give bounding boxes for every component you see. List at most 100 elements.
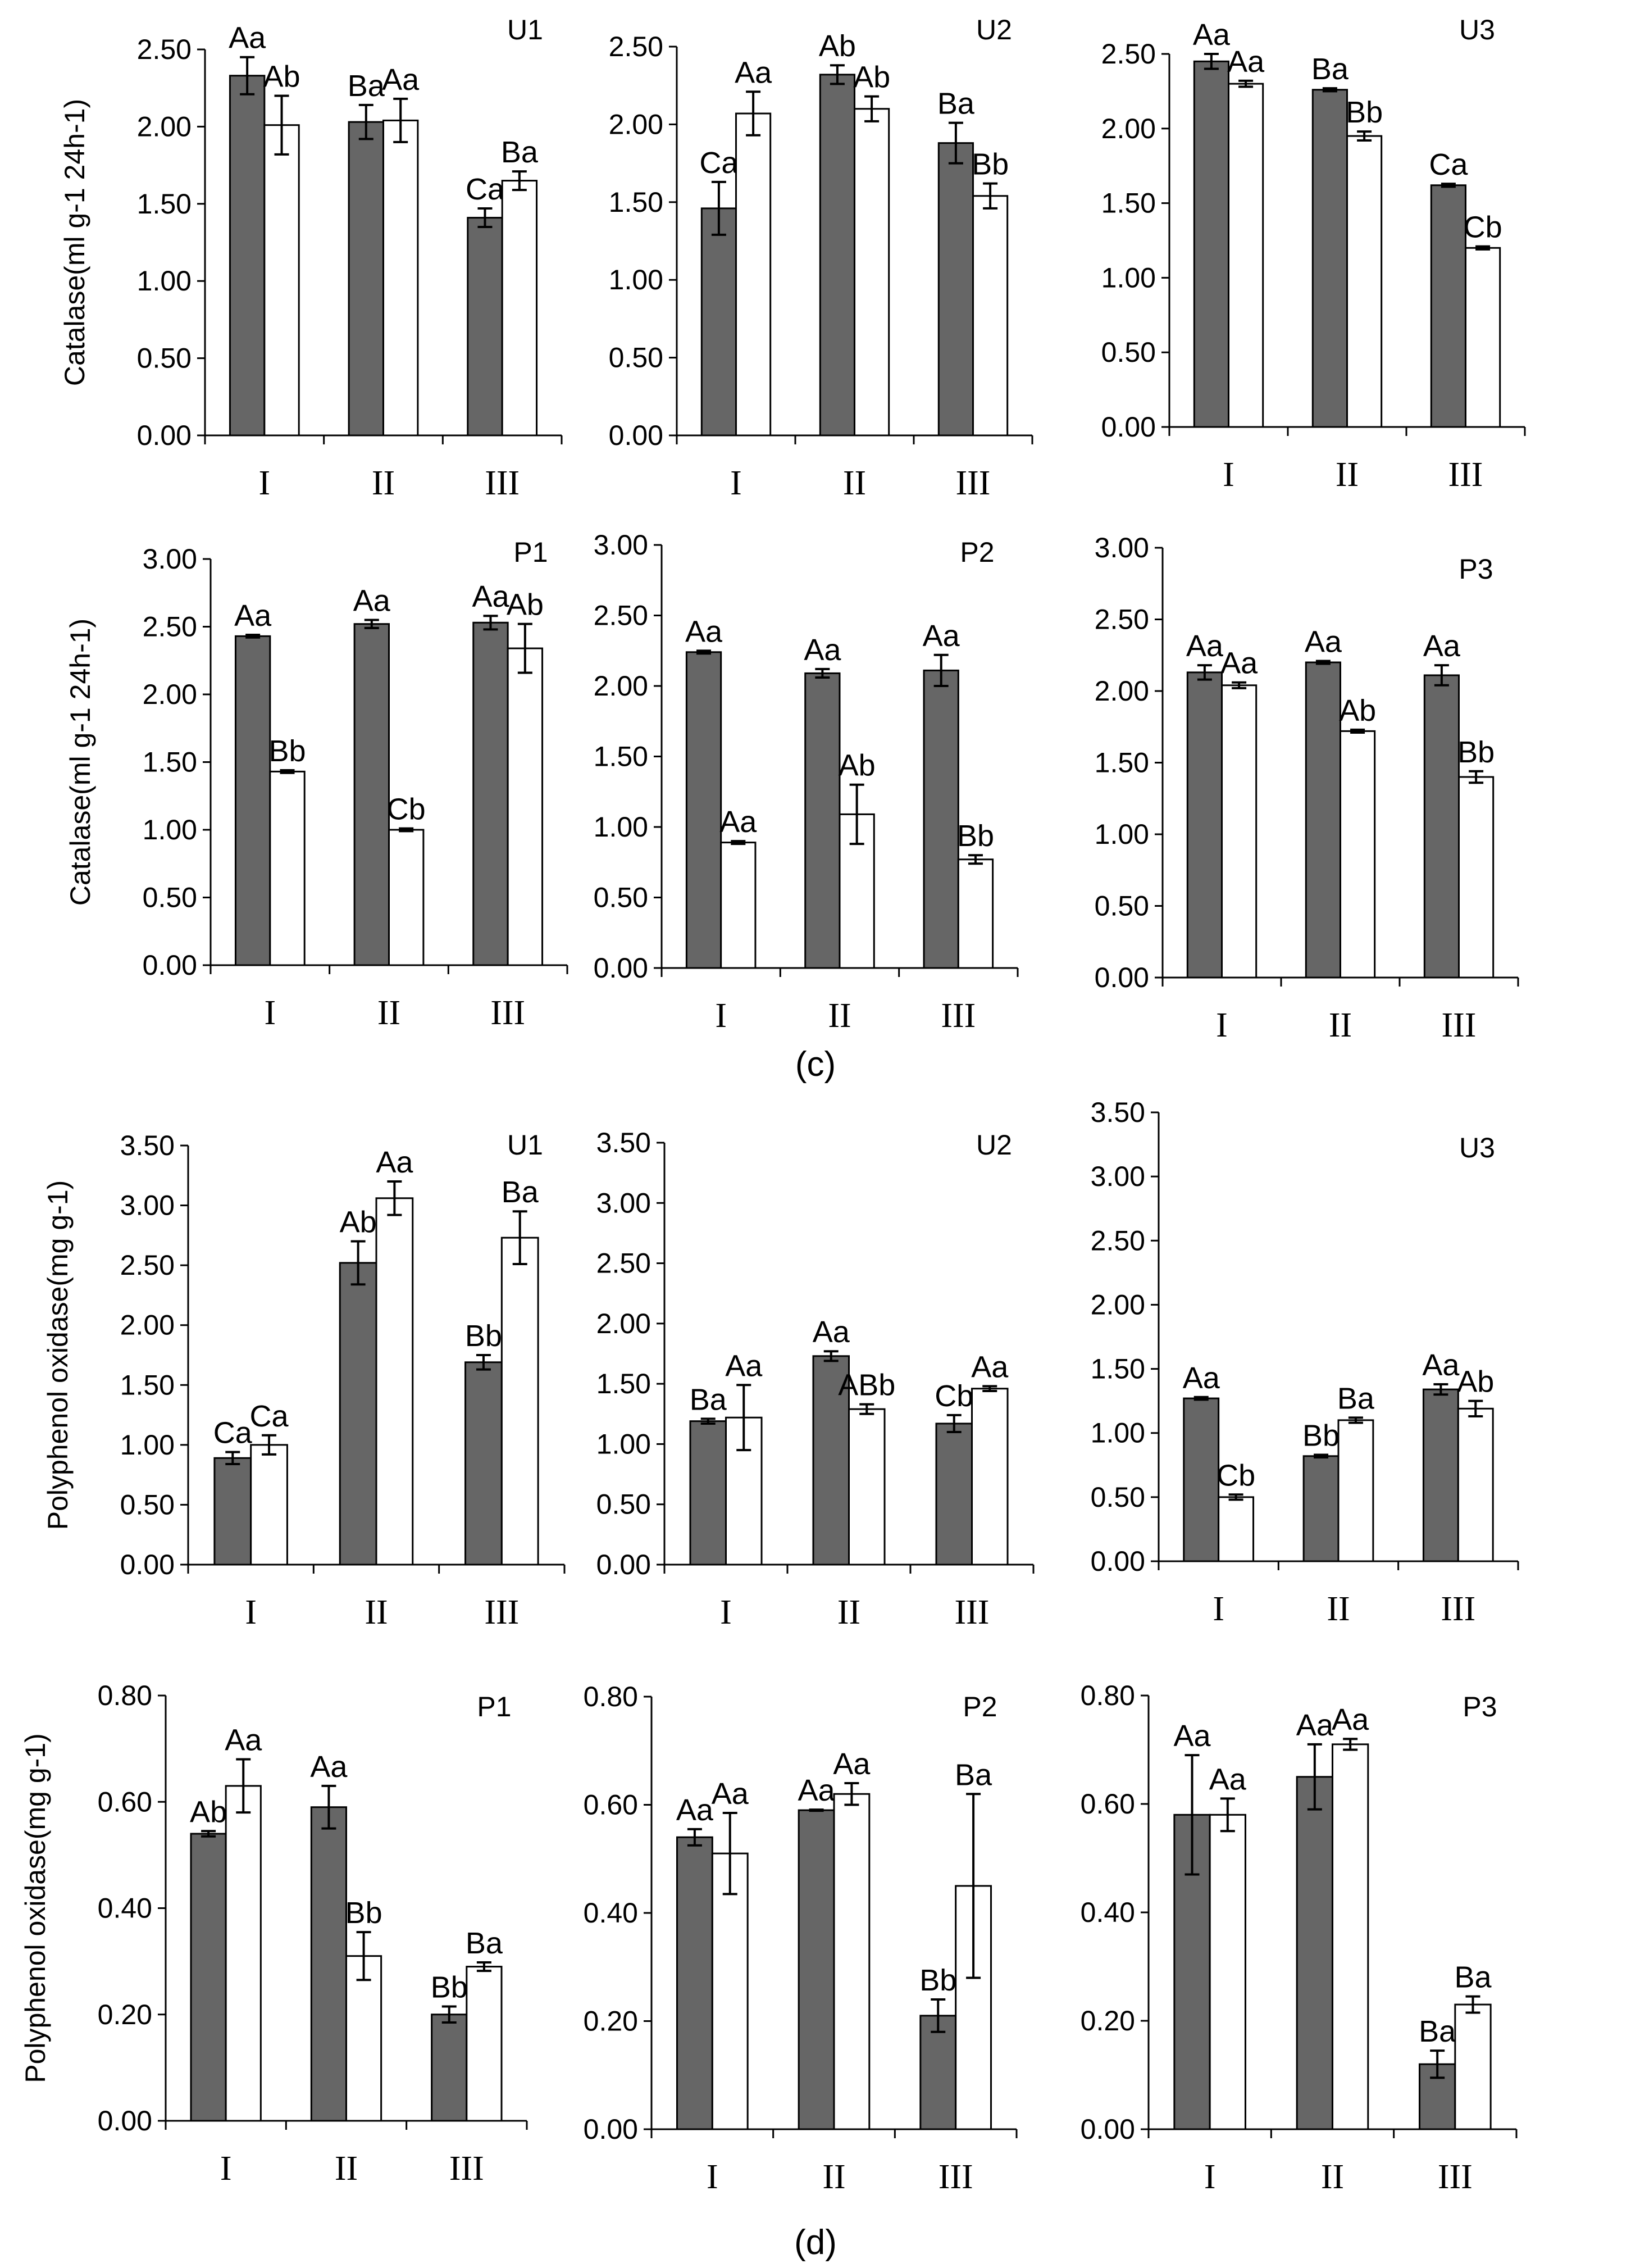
y-tick-label: 0.00 — [143, 949, 197, 981]
y-tick-label: 1.50 — [143, 747, 197, 778]
data-label: Ba — [955, 1758, 992, 1792]
x-category-label: III — [955, 1593, 990, 1631]
y-tick-label: 2.50 — [1091, 1225, 1145, 1256]
bar-shaded — [348, 121, 384, 437]
y-tick-label: 2.50 — [1095, 604, 1149, 635]
y-tick-label: 0.00 — [98, 2105, 152, 2137]
y-tick-label: 0.50 — [1091, 1481, 1145, 1513]
data-label: Aa — [376, 1146, 413, 1179]
y-tick-label: 0.40 — [1081, 1897, 1135, 1928]
data-label: Ca — [250, 1399, 289, 1433]
data-label: Bb — [1346, 96, 1383, 129]
bar-open — [1465, 247, 1501, 428]
data-label: Ba — [348, 69, 385, 103]
data-label: Ab — [263, 60, 300, 93]
bar-open — [375, 1197, 414, 1566]
y-tick-label: 2.00 — [594, 670, 648, 702]
y-tick-label: 0.00 — [596, 1549, 651, 1580]
x-category-label: I — [259, 464, 271, 502]
y-tick-label: 0.20 — [1081, 2005, 1135, 2037]
y-tick-label: 0.50 — [137, 343, 192, 374]
x-category-label: II — [843, 464, 866, 502]
chart-ppo-u3: 0.00 0.50 1.00 1.50 2.00 2.50 3.00 3.50 I Aa Cb II B… — [1091, 1097, 1519, 1628]
bar-open — [1221, 684, 1258, 979]
y-tick-label: 3.00 — [1091, 1161, 1145, 1192]
chart-cat-p2: 0.00 0.50 1.00 1.50 2.00 2.50 3.00 I Aa Aa II Aa Ab I… — [594, 529, 1019, 1035]
data-label: Ba — [466, 1926, 503, 1960]
y-tick-label: 2.50 — [609, 31, 663, 62]
x-category-label: I — [265, 994, 276, 1032]
data-label: Aa — [1422, 1348, 1460, 1382]
bar-open — [1340, 730, 1376, 979]
x-category-label: II — [1321, 2158, 1344, 2196]
data-label: Bb — [919, 1964, 956, 1997]
x-category-label: III — [485, 464, 520, 502]
data-label: Aa — [923, 619, 960, 653]
panel-title: P3 — [1459, 553, 1493, 585]
x-category-label: I — [715, 997, 727, 1035]
bar-shaded — [353, 623, 390, 966]
bar-shaded — [812, 1355, 850, 1566]
bar-shaded — [1302, 1455, 1340, 1562]
y-tick-label: 0.20 — [98, 1999, 152, 2030]
bar-open — [735, 112, 772, 437]
data-label: Aa — [382, 63, 420, 97]
bar-shaded — [467, 217, 503, 437]
data-label: Aa — [804, 633, 841, 667]
y-tick-label: 1.50 — [137, 188, 192, 220]
data-label: Aa — [676, 1793, 714, 1827]
bar-open — [848, 1408, 886, 1566]
data-label: Aa — [1423, 629, 1461, 663]
bar-open — [1458, 776, 1495, 979]
y-tick-label: 2.00 — [143, 679, 197, 710]
panel-title: U2 — [976, 14, 1012, 46]
data-label: Aa — [472, 580, 509, 613]
y-tick-label: 0.80 — [584, 1681, 638, 1712]
panel-title: U1 — [507, 1129, 543, 1161]
y-tick-label: 0.80 — [1081, 1680, 1135, 1711]
x-category-label: II — [822, 2158, 845, 2196]
section-label-c: (c) — [795, 1045, 836, 1084]
y-tick-label: 2.00 — [120, 1310, 175, 1341]
y-tick-label: 3.50 — [120, 1130, 175, 1161]
bar-shaded — [213, 1457, 252, 1566]
y-tick-label: 0.50 — [1101, 337, 1156, 368]
bar-open — [972, 195, 1009, 437]
data-label: Bb — [1302, 1419, 1340, 1453]
data-label: Aa — [971, 1350, 1009, 1384]
data-label: Ca — [213, 1416, 253, 1450]
data-label: Aa — [1173, 1719, 1211, 1753]
data-label: Bb — [345, 1896, 382, 1930]
data-label: Aa — [1220, 647, 1258, 680]
y-tick-label: 2.00 — [596, 1308, 651, 1339]
bar-open — [1228, 83, 1264, 428]
y-tick-label: 1.00 — [596, 1428, 651, 1460]
panel-title: U2 — [976, 1129, 1012, 1161]
bar-shaded — [339, 1262, 377, 1566]
bar-open — [382, 119, 419, 437]
x-category-label: III — [938, 2158, 973, 2196]
data-label: Aa — [234, 599, 272, 633]
bar-open — [1332, 1743, 1369, 2130]
bar-open — [263, 124, 300, 437]
bar-shaded — [234, 635, 271, 966]
x-category-label: II — [828, 997, 851, 1035]
x-category-label: III — [1448, 456, 1483, 494]
bar-open — [388, 829, 425, 966]
y-axis-label: Catalase(ml g-1 24h-1) — [59, 99, 90, 386]
bar-shaded — [1296, 1776, 1334, 2130]
bar-shaded — [798, 1809, 835, 2130]
data-label: Bb — [957, 819, 994, 853]
bar-shaded — [1423, 674, 1460, 979]
data-label: Aa — [1183, 1361, 1220, 1395]
y-tick-label: 1.00 — [137, 265, 192, 297]
bar-shaded — [1186, 671, 1223, 979]
data-label: Bb — [465, 1319, 502, 1353]
bar-open — [720, 842, 757, 969]
bar-shaded — [1430, 184, 1467, 428]
